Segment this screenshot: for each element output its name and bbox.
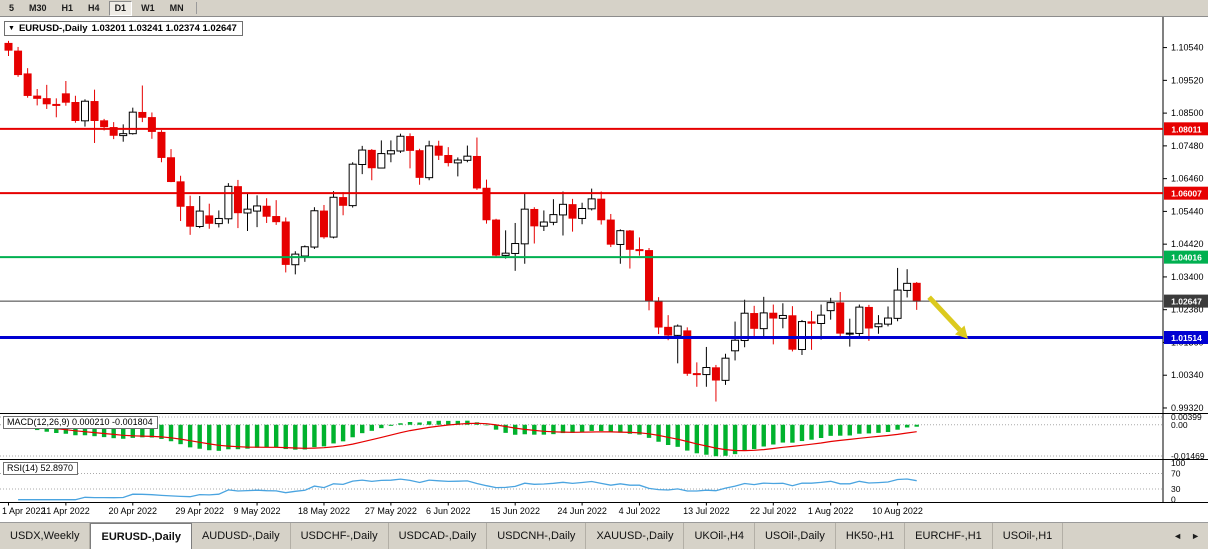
symbol-tab-usdx-weekly[interactable]: USDX,Weekly xyxy=(0,523,91,549)
horizontal-line-objects[interactable] xyxy=(0,127,1163,340)
svg-text:0.00: 0.00 xyxy=(1171,420,1188,430)
svg-text:1.04016: 1.04016 xyxy=(1171,253,1202,263)
svg-text:-0.01469: -0.01469 xyxy=(1171,451,1205,461)
timeframe-button-m30[interactable]: M30 xyxy=(29,2,47,13)
symbol-tab-usdcad-daily[interactable]: USDCAD-,Daily xyxy=(389,523,488,549)
svg-text:1.06460: 1.06460 xyxy=(1171,174,1204,184)
svg-text:6 Jun 2022: 6 Jun 2022 xyxy=(426,506,471,516)
rsi-indicator-label: RSI(14) 52.8970 xyxy=(3,462,79,475)
timeframe-button-w1[interactable]: W1 xyxy=(141,2,155,13)
svg-text:0: 0 xyxy=(1171,495,1176,505)
svg-text:4 Jul 2022: 4 Jul 2022 xyxy=(619,506,661,516)
symbol-tab-eurusd-daily[interactable]: EURUSD-,Daily xyxy=(90,523,192,549)
svg-text:1.04420: 1.04420 xyxy=(1171,239,1204,249)
macd-indicator-label: MACD(12,26,9) 0.000210 -0.001804 xyxy=(3,416,158,429)
svg-text:1.09520: 1.09520 xyxy=(1171,75,1204,85)
svg-text:1.00340: 1.00340 xyxy=(1171,370,1204,380)
svg-text:0.99320: 0.99320 xyxy=(1171,403,1204,413)
svg-text:22 Jul 2022: 22 Jul 2022 xyxy=(750,506,797,516)
svg-text:9 May 2022: 9 May 2022 xyxy=(234,506,281,516)
svg-text:29 Apr 2022: 29 Apr 2022 xyxy=(175,506,224,516)
chart-title: ▼ EURUSD-,Daily 1.03201 1.03241 1.02374 … xyxy=(4,21,243,36)
svg-text:27 May 2022: 27 May 2022 xyxy=(365,506,417,516)
svg-text:1.07480: 1.07480 xyxy=(1171,141,1204,151)
symbol-tab-ukoil-h4[interactable]: UKOil-,H4 xyxy=(684,523,755,549)
toolbar-separator xyxy=(195,2,197,14)
svg-text:1.05440: 1.05440 xyxy=(1171,206,1204,216)
timeframe-toolbar: 5 M30 H1 H4 D1 W1 MN xyxy=(0,0,1208,17)
svg-text:13 Jul 2022: 13 Jul 2022 xyxy=(683,506,730,516)
svg-text:1.10540: 1.10540 xyxy=(1171,43,1204,53)
svg-text:15 Jun 2022: 15 Jun 2022 xyxy=(490,506,540,516)
svg-text:1.03400: 1.03400 xyxy=(1171,272,1204,282)
symbol-tab-usdchf-daily[interactable]: USDCHF-,Daily xyxy=(291,523,389,549)
svg-text:1.02380: 1.02380 xyxy=(1171,305,1204,315)
svg-text:1.08011: 1.08011 xyxy=(1171,124,1202,134)
candlestick-series xyxy=(4,40,921,402)
svg-text:1.01514: 1.01514 xyxy=(1171,333,1202,343)
symbol-tabs: USDX,Weekly EURUSD-,Daily AUDUSD-,Daily USD… xyxy=(0,523,1165,549)
price-axis[interactable]: 1.10540 1.09520 1.08500 1.07480 1.06460 1.054… xyxy=(1163,43,1204,413)
svg-text:20 Apr 2022: 20 Apr 2022 xyxy=(109,506,158,516)
symbol-tab-eurchf-h1[interactable]: EURCHF-,H1 xyxy=(905,523,993,549)
timeframe-button-5[interactable]: 5 xyxy=(9,2,15,13)
symbol-tab-hk50-h1[interactable]: HK50-,H1 xyxy=(836,523,906,549)
symbol-tab-usoil-h1[interactable]: USOil-,H1 xyxy=(993,523,1064,549)
svg-text:30: 30 xyxy=(1171,484,1181,494)
svg-text:1.08500: 1.08500 xyxy=(1171,108,1204,118)
svg-text:18 May 2022: 18 May 2022 xyxy=(298,506,350,516)
svg-text:1 Apr 2022: 1 Apr 2022 xyxy=(2,506,46,516)
timeframe-button-mn[interactable]: MN xyxy=(169,2,184,13)
timeframe-button-d1[interactable]: D1 xyxy=(108,0,133,16)
symbol-tab-usdcnh-daily[interactable]: USDCNH-,Daily xyxy=(487,523,587,549)
tabbar-scroll: ◄ ► xyxy=(1165,523,1208,549)
symbol-tab-usoil-daily[interactable]: USOil-,Daily xyxy=(755,523,836,549)
symbol-tabbar: USDX,Weekly EURUSD-,Daily AUDUSD-,Daily USD… xyxy=(0,522,1208,549)
price-badges: 1.08011 1.06007 1.04016 1.01514 1.02647 xyxy=(1164,122,1208,345)
svg-text:10 Aug 2022: 10 Aug 2022 xyxy=(872,506,923,516)
timeframe-button-h4[interactable]: H4 xyxy=(88,2,100,13)
chart-ohlc-values: 1.03201 1.03241 1.02374 1.02647 xyxy=(91,23,237,34)
svg-text:0.00399: 0.00399 xyxy=(1171,412,1202,422)
svg-text:1.02647: 1.02647 xyxy=(1171,297,1202,307)
tabbar-scroll-left-icon[interactable]: ◄ xyxy=(1173,531,1183,541)
sell-arrow-annotation[interactable] xyxy=(927,295,968,339)
symbol-tab-audusd-daily[interactable]: AUDUSD-,Daily xyxy=(192,523,291,549)
timeframe-button-h1[interactable]: H1 xyxy=(61,2,74,13)
svg-text:70: 70 xyxy=(1171,469,1181,479)
chart-dropdown-icon[interactable]: ▼ xyxy=(8,24,15,32)
svg-text:100: 100 xyxy=(1171,458,1185,468)
svg-text:24 Jun 2022: 24 Jun 2022 xyxy=(557,506,607,516)
symbol-tab-xauusd-daily[interactable]: XAUUSD-,Daily xyxy=(586,523,685,549)
svg-text:11 Apr 2022: 11 Apr 2022 xyxy=(42,506,90,516)
tabbar-scroll-right-icon[interactable]: ► xyxy=(1191,531,1200,541)
chart-symbol-label: EURUSD-,Daily xyxy=(18,23,88,34)
panel-separators xyxy=(0,17,1208,503)
svg-text:1.06007: 1.06007 xyxy=(1171,189,1202,199)
svg-text:1 Aug 2022: 1 Aug 2022 xyxy=(808,506,854,516)
